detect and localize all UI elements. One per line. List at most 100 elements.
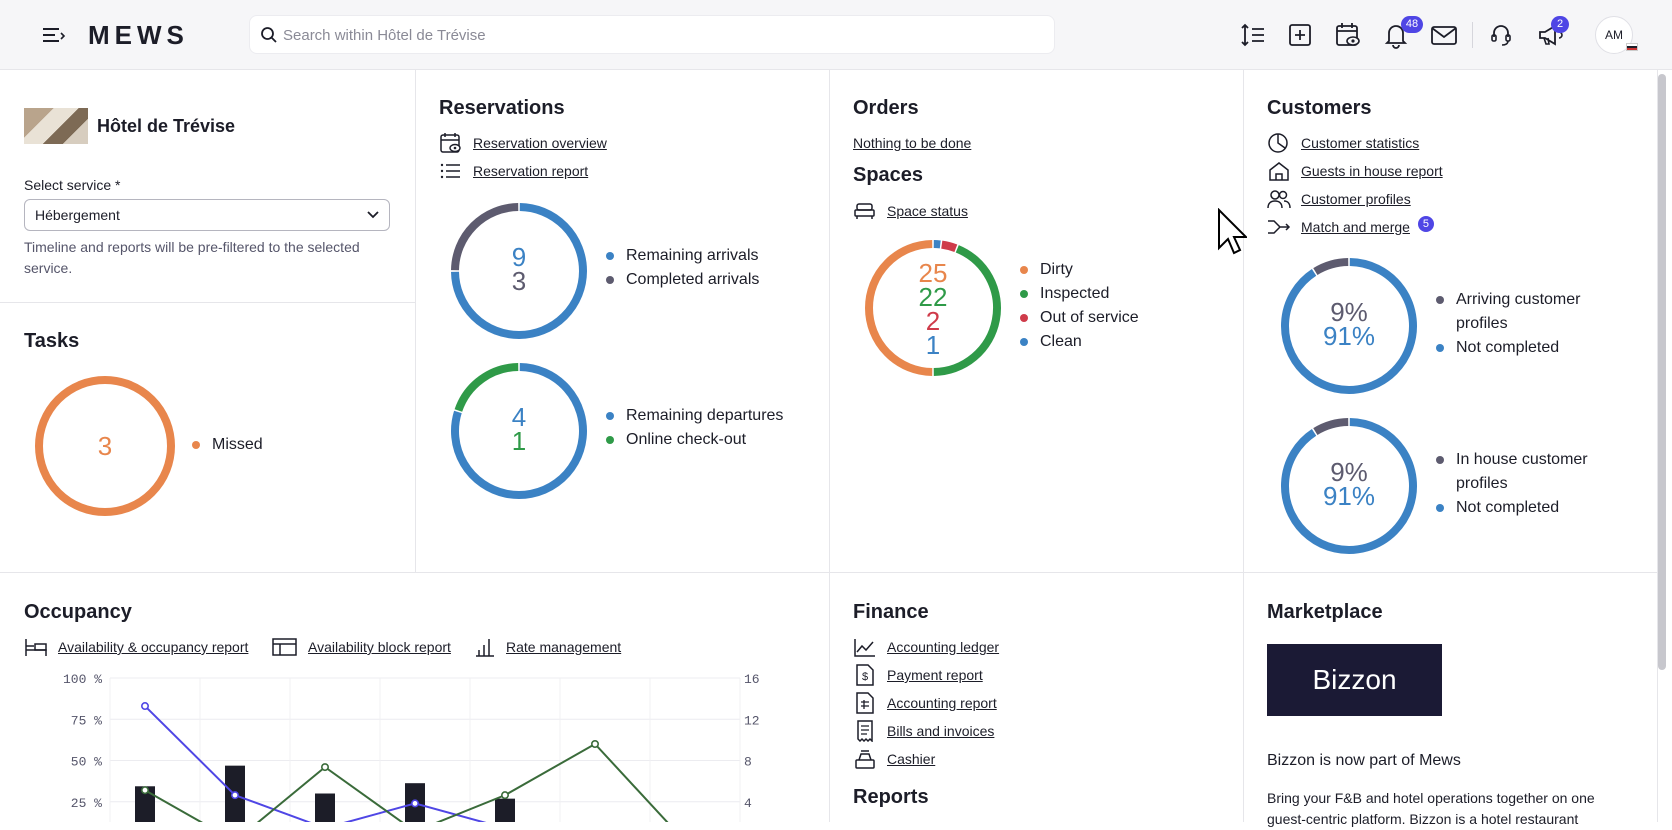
spaces-donut[interactable]: 25 22 2 1: [861, 236, 1005, 380]
legend-item: Out of service: [1020, 306, 1139, 330]
cashier-link[interactable]: Cashier: [853, 749, 935, 769]
search-icon: [260, 26, 278, 44]
arriving-not-completed-pct: 91%: [1323, 321, 1375, 351]
property-panel: Hôtel de Trévise Select service * Timeli…: [0, 70, 416, 303]
series-blue-point: [412, 800, 418, 806]
calendar-view-icon[interactable]: [1333, 20, 1363, 50]
bills-and-invoices-label[interactable]: Bills and invoices: [887, 723, 994, 739]
notifications-icon[interactable]: 48: [1381, 20, 1411, 50]
accounting-report-label[interactable]: Accounting report: [887, 695, 997, 711]
hotel-thumbnail: [24, 108, 88, 144]
customer-profiles-label[interactable]: Customer profiles: [1301, 191, 1411, 207]
donut-segment: [458, 367, 518, 410]
customer-profiles-link[interactable]: Customer profiles: [1267, 189, 1411, 209]
payment-report-label[interactable]: Payment report: [887, 667, 983, 683]
help-text: Timeline and reports will be pre-filtere…: [24, 237, 364, 279]
right-tick-label: 4: [744, 796, 752, 811]
reservation-report-label[interactable]: Reservation report: [473, 163, 588, 179]
space-status-link[interactable]: Space status: [853, 201, 968, 221]
blue-dot: [1436, 504, 1444, 512]
reservation-overview-label[interactable]: Reservation overview: [473, 135, 607, 151]
legend-label: Not completed: [1456, 496, 1559, 520]
pie-chart-icon: [1267, 132, 1291, 154]
users-icon: [1267, 188, 1291, 210]
chart-bars: [135, 766, 695, 822]
reservation-overview-link[interactable]: Reservation overview: [439, 133, 607, 153]
legend-label: Remaining arrivals: [626, 244, 759, 268]
bizzon-logo-text: Bizzon: [1312, 664, 1396, 695]
tasks-title: Tasks: [24, 330, 79, 353]
support-icon[interactable]: [1486, 20, 1516, 50]
notifications-badge: 48: [1401, 16, 1423, 33]
receipt-icon: [853, 720, 877, 742]
green-dot: [1020, 290, 1028, 298]
legend-label: Not completed: [1456, 336, 1559, 360]
marketplace-body: Bring your F&B and hotel operations toge…: [1267, 788, 1637, 830]
availability-block-label[interactable]: Availability block report: [308, 639, 451, 655]
tasks-count: 3: [98, 431, 112, 461]
series-green-point: [502, 792, 508, 798]
search-input[interactable]: [283, 22, 1043, 48]
mews-logo[interactable]: MEWS: [88, 20, 189, 51]
add-icon[interactable]: [1285, 20, 1315, 50]
match-and-merge-label[interactable]: Match and merge: [1301, 219, 1410, 235]
series-green-point: [142, 787, 148, 793]
legend-label: Dirty: [1040, 258, 1073, 282]
bizzon-logo[interactable]: Bizzon: [1267, 644, 1442, 716]
tasks-legend: Missed: [192, 433, 263, 457]
customer-statistics-label[interactable]: Customer statistics: [1301, 135, 1419, 151]
reservations-panel: Reservations Reservation overview Reserv…: [416, 70, 830, 573]
spaces-title: Spaces: [853, 164, 923, 187]
marketplace-panel: Marketplace Bizzon Bizzon is now part of…: [1244, 573, 1658, 822]
sort-icon[interactable]: [1238, 20, 1268, 50]
accounting-report-link[interactable]: Accounting report: [853, 693, 997, 713]
match-and-merge-link[interactable]: Match and merge 5: [1267, 217, 1434, 237]
scrollbar[interactable]: [1658, 74, 1666, 670]
reports-title: Reports: [853, 786, 929, 809]
payment-report-link[interactable]: $ Payment report: [853, 665, 983, 685]
arriving-profiles-donut[interactable]: 9% 91%: [1277, 254, 1421, 398]
house-icon: [1267, 160, 1291, 182]
guests-in-house-label[interactable]: Guests in house report: [1301, 163, 1443, 179]
arrivals-donut[interactable]: 9 3: [447, 199, 591, 343]
departures-donut[interactable]: 4 1: [447, 359, 591, 503]
mouse-cursor-icon: [1217, 208, 1247, 256]
rate-management-label[interactable]: Rate management: [506, 639, 621, 655]
bills-and-invoices-link[interactable]: Bills and invoices: [853, 721, 994, 741]
cashier-label[interactable]: Cashier: [887, 751, 935, 767]
blue-dot: [606, 412, 614, 420]
inhouse-profiles-donut[interactable]: 9% 91%: [1277, 414, 1421, 558]
donut-segment: [942, 245, 956, 249]
availability-occupancy-label[interactable]: Availability & occupancy report: [58, 639, 248, 655]
accounting-ledger-label[interactable]: Accounting ledger: [887, 639, 999, 655]
arrivals-completed-count: 3: [512, 266, 526, 296]
legend-item: Not completed: [1436, 496, 1636, 520]
nothing-to-be-done-label[interactable]: Nothing to be done: [853, 135, 971, 151]
mail-icon[interactable]: [1429, 20, 1459, 50]
donut-segment: [1315, 262, 1348, 272]
rate-management-link[interactable]: Rate management: [474, 637, 621, 657]
menu-icon[interactable]: [40, 24, 66, 46]
grey-dot: [1436, 296, 1444, 304]
availability-occupancy-link[interactable]: Availability & occupancy report: [24, 637, 248, 657]
tasks-donut[interactable]: 3: [32, 373, 178, 519]
match-badge: 5: [1418, 216, 1434, 232]
search-bar[interactable]: [249, 15, 1055, 54]
orange-dot: [1020, 266, 1028, 274]
customer-statistics-link[interactable]: Customer statistics: [1267, 133, 1419, 153]
space-status-label[interactable]: Space status: [887, 203, 968, 219]
orders-empty-link[interactable]: Nothing to be done: [853, 133, 971, 153]
finance-title: Finance: [853, 601, 929, 624]
reservation-report-link[interactable]: Reservation report: [439, 161, 588, 181]
legend-label: Out of service: [1040, 306, 1139, 330]
announcements-icon[interactable]: 2: [1535, 20, 1565, 50]
bed-chart-icon: [24, 637, 48, 657]
accounting-ledger-link[interactable]: Accounting ledger: [853, 637, 999, 657]
right-tick-label: 8: [744, 755, 752, 770]
guests-in-house-link[interactable]: Guests in house report: [1267, 161, 1443, 181]
avatar[interactable]: AM: [1595, 16, 1633, 54]
availability-block-link[interactable]: Availability block report: [272, 637, 451, 657]
svg-text:$: $: [862, 671, 868, 683]
service-select[interactable]: Hébergement: [24, 199, 390, 231]
